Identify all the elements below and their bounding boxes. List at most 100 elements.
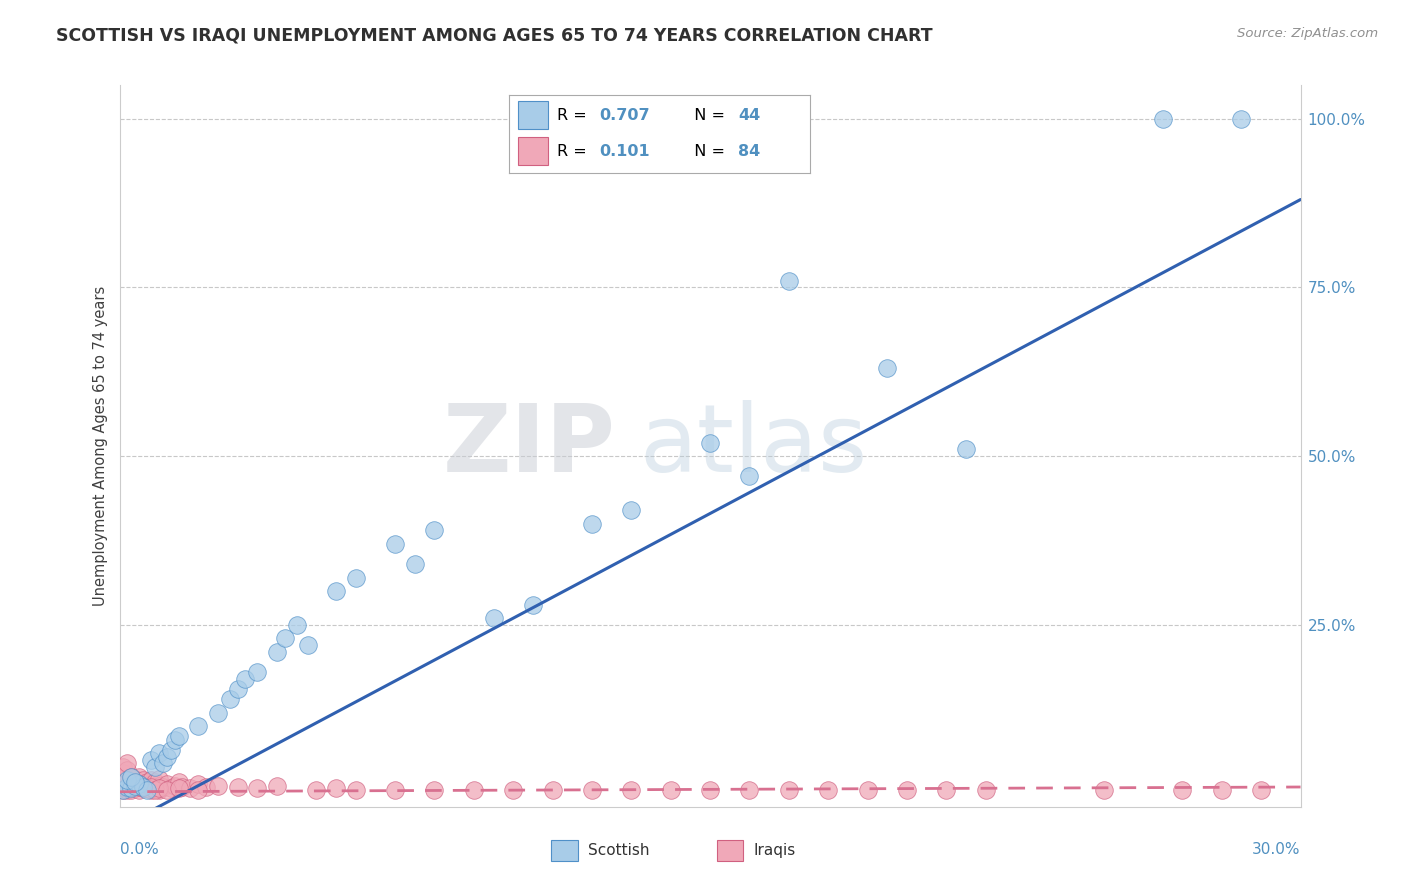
Point — [344, 571, 367, 585]
Point — [325, 584, 347, 599]
Point — [128, 774, 150, 789]
Point — [120, 770, 142, 784]
Point — [581, 783, 603, 797]
Point — [139, 753, 162, 767]
Point — [156, 777, 179, 791]
Point — [187, 783, 209, 797]
Text: 30.0%: 30.0% — [1253, 842, 1301, 857]
Point — [502, 783, 524, 797]
Point — [738, 469, 761, 483]
Point — [132, 780, 155, 794]
Point — [117, 763, 139, 777]
Point — [207, 779, 229, 793]
Point — [1250, 783, 1272, 797]
Point — [1171, 783, 1194, 797]
Point — [128, 777, 150, 791]
Point — [136, 783, 159, 797]
Point — [148, 772, 170, 786]
Point — [896, 783, 918, 797]
Point — [1230, 112, 1253, 126]
Point — [152, 780, 174, 794]
Point — [148, 779, 170, 793]
Point — [167, 781, 190, 796]
Point — [117, 780, 139, 794]
Point — [541, 783, 564, 797]
Point — [187, 719, 209, 733]
Point — [778, 274, 800, 288]
Point — [120, 781, 142, 796]
Point — [117, 773, 139, 788]
Point — [620, 783, 643, 797]
Point — [325, 781, 347, 796]
Point — [876, 361, 898, 376]
Point — [112, 766, 135, 780]
Point — [235, 672, 257, 686]
Point — [139, 780, 162, 794]
Text: atlas: atlas — [640, 400, 868, 492]
Text: ZIP: ZIP — [443, 400, 616, 492]
Point — [226, 780, 249, 794]
Point — [297, 638, 319, 652]
Point — [159, 781, 181, 796]
Point — [226, 682, 249, 697]
Point — [136, 774, 159, 789]
Y-axis label: Unemployment Among Ages 65 to 74 years: Unemployment Among Ages 65 to 74 years — [93, 285, 108, 607]
Text: 0.0%: 0.0% — [120, 842, 159, 857]
Point — [167, 774, 190, 789]
Point — [167, 730, 190, 744]
Point — [139, 783, 162, 797]
Point — [132, 773, 155, 788]
Point — [124, 774, 146, 789]
Point — [117, 772, 139, 786]
Point — [136, 781, 159, 796]
Point — [143, 774, 166, 789]
Point — [699, 783, 721, 797]
Text: Source: ZipAtlas.com: Source: ZipAtlas.com — [1237, 27, 1378, 40]
Point — [120, 773, 142, 788]
Point — [132, 777, 155, 791]
Point — [112, 777, 135, 791]
Point — [112, 783, 135, 797]
Point — [404, 557, 426, 571]
Point — [482, 611, 505, 625]
Point — [463, 783, 485, 797]
Point — [117, 783, 139, 797]
Point — [856, 783, 879, 797]
Point — [305, 783, 328, 797]
Point — [128, 783, 150, 797]
Point — [955, 442, 977, 457]
Point — [148, 746, 170, 760]
Point — [581, 516, 603, 531]
Point — [246, 781, 269, 796]
Point — [156, 749, 179, 764]
Point — [124, 781, 146, 796]
Point — [344, 783, 367, 797]
Point — [120, 770, 142, 784]
Point — [163, 779, 186, 793]
Point — [246, 665, 269, 680]
Point — [117, 781, 139, 796]
Point — [128, 780, 150, 794]
Point — [522, 598, 544, 612]
Point — [112, 780, 135, 794]
Point — [143, 760, 166, 774]
Point — [620, 503, 643, 517]
Point — [172, 780, 194, 794]
Point — [266, 645, 288, 659]
Point — [778, 783, 800, 797]
Point — [117, 774, 139, 789]
Point — [112, 760, 135, 774]
Point — [266, 779, 288, 793]
Point — [112, 783, 135, 797]
Point — [195, 780, 218, 794]
Point — [659, 783, 682, 797]
Point — [148, 783, 170, 797]
Point — [124, 772, 146, 786]
Point — [817, 783, 839, 797]
Point — [124, 779, 146, 793]
Point — [120, 777, 142, 791]
Point — [163, 732, 186, 747]
Point — [120, 780, 142, 794]
Point — [117, 779, 139, 793]
Point — [120, 783, 142, 797]
